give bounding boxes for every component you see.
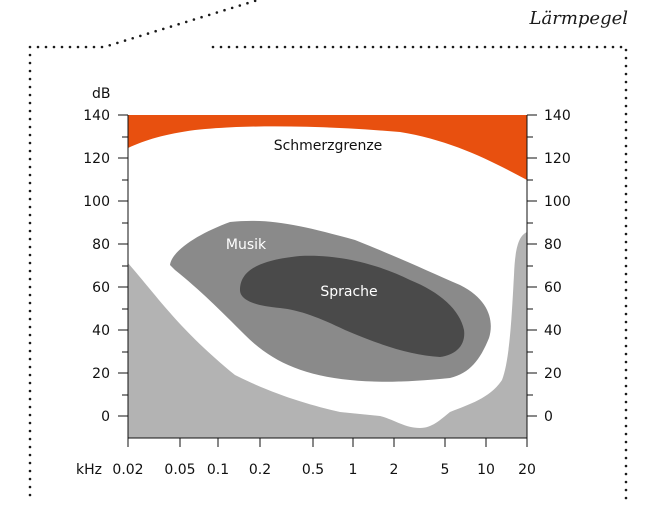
speech-region [240, 255, 465, 357]
x-tick-labels: 0.02 0.05 0.1 0.2 0.5 1 2 5 10 20 [112, 462, 536, 478]
x-tick-label: 1 [349, 462, 358, 478]
y-tick-label: 0 [544, 409, 553, 425]
x-tick-label: 0.5 [302, 462, 324, 478]
x-tick-label: 10 [477, 462, 495, 478]
y-tick-label: 120 [83, 151, 110, 167]
y-tick-label: 60 [92, 280, 110, 296]
caption-title: Lärmpegel [529, 8, 628, 29]
music-label: Musik [226, 237, 267, 253]
x-tick-label: 0.1 [207, 462, 229, 478]
y-tick-label: 140 [544, 108, 571, 124]
x-tick-label: 0.02 [112, 462, 143, 478]
y-tick-label: 60 [544, 280, 562, 296]
hearing-threshold-region [128, 232, 527, 438]
y-tick-label: 40 [544, 323, 562, 339]
x-tick-label: 5 [441, 462, 450, 478]
x-tick-label: 0.2 [249, 462, 271, 478]
pain-threshold-region [128, 115, 527, 180]
y-unit-label: dB [92, 86, 111, 102]
pain-threshold-label: Schmerzgrenze [274, 138, 383, 154]
y-tick-labels-right: 140 120 100 80 60 40 20 0 [544, 108, 571, 425]
y-tick-label: 80 [92, 237, 110, 253]
y-tick-label: 20 [92, 366, 110, 382]
x-tick-label: 0.05 [164, 462, 195, 478]
x-tick-label: 20 [518, 462, 536, 478]
callout-frame [28, 0, 628, 503]
y-tick-label: 40 [92, 323, 110, 339]
y-tick-label: 140 [83, 108, 110, 124]
x-unit-label: kHz [76, 462, 102, 478]
y-tick-labels-left: 140 120 100 80 60 40 20 0 [83, 108, 110, 425]
y-tick-label: 20 [544, 366, 562, 382]
y-tick-label: 0 [101, 409, 110, 425]
y-tick-label: 100 [83, 194, 110, 210]
x-tick-marks [127, 438, 528, 447]
x-tick-label: 2 [390, 462, 399, 478]
speech-label: Sprache [320, 284, 377, 300]
y-tick-marks [118, 114, 537, 417]
y-tick-label: 120 [544, 151, 571, 167]
y-tick-label: 80 [544, 237, 562, 253]
y-tick-label: 100 [544, 194, 571, 210]
